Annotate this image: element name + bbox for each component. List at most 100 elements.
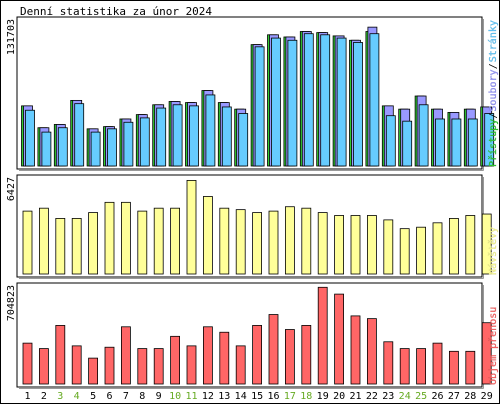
y-max-label: 704823 bbox=[6, 285, 17, 321]
x-tick-label-day-24: 24 bbox=[399, 391, 411, 402]
bar-n-v-t-vy-day-12 bbox=[202, 196, 213, 275]
bar-str-nky-day-13 bbox=[221, 106, 232, 167]
bar-objem-p-enosu-day-17 bbox=[284, 329, 295, 385]
bar-objem-p-enosu-day-21 bbox=[350, 315, 361, 385]
bar-n-v-t-vy-day-29 bbox=[481, 213, 492, 275]
bar-str-nky-day-25 bbox=[418, 104, 429, 167]
bar-n-v-t-vy-day-4 bbox=[71, 218, 82, 275]
x-tick-label-day-6: 6 bbox=[106, 391, 112, 402]
x-tick-label-day-3: 3 bbox=[57, 391, 63, 402]
bar-n-v-t-vy-day-2 bbox=[39, 207, 49, 275]
bar-str-nky-day-10 bbox=[172, 104, 183, 167]
x-tick-label-day-12: 12 bbox=[202, 391, 214, 402]
bar-str-nky-day-7 bbox=[123, 121, 134, 167]
bar-str-nky-day-27 bbox=[451, 118, 462, 167]
bar-n-v-t-vy-day-23 bbox=[383, 219, 394, 275]
x-tick-label-day-25: 25 bbox=[415, 391, 427, 402]
bar-objem-p-enosu-day-28 bbox=[465, 350, 476, 385]
x-tick-label-day-5: 5 bbox=[90, 391, 96, 402]
x-tick-label-day-1: 1 bbox=[24, 391, 30, 402]
bar-objem-p-enosu-day-18 bbox=[301, 325, 312, 385]
bar-objem-p-enosu-day-12 bbox=[202, 326, 213, 385]
bar-str-nky-day-1 bbox=[25, 109, 35, 167]
bar-objem-p-enosu-day-7 bbox=[121, 326, 131, 385]
bar-objem-p-enosu-day-4 bbox=[71, 345, 82, 385]
bar-str-nky-day-3 bbox=[57, 127, 68, 167]
bar-str-nky-day-2 bbox=[41, 131, 52, 167]
bar-n-v-t-vy-day-22 bbox=[366, 215, 377, 275]
x-tick-label-day-2: 2 bbox=[41, 391, 47, 402]
legend-separator: / bbox=[488, 63, 499, 69]
panels: 131703Přístupy/Soubory/Stránky6427Návště… bbox=[6, 16, 499, 402]
x-tick-label-day-21: 21 bbox=[349, 391, 361, 402]
bar-objem-p-enosu-day-2 bbox=[39, 348, 49, 385]
bar-objem-p-enosu-day-8 bbox=[137, 348, 148, 385]
bar-objem-p-enosu-day-15 bbox=[252, 325, 263, 385]
bar-str-nky-day-21 bbox=[353, 42, 363, 167]
x-tick-label-day-11: 11 bbox=[185, 391, 197, 402]
panel-frame bbox=[16, 282, 483, 388]
bar-objem-p-enosu-day-3 bbox=[55, 325, 66, 385]
bar-n-v-t-vy-day-17 bbox=[284, 206, 295, 275]
x-tick-label-day-15: 15 bbox=[251, 391, 263, 402]
x-tick-label-day-17: 17 bbox=[284, 391, 296, 402]
bar-str-nky-day-15 bbox=[254, 46, 265, 167]
bar-n-v-t-vy-day-5 bbox=[88, 212, 98, 275]
x-tick-label-day-26: 26 bbox=[431, 391, 443, 402]
bar-str-nky-day-17 bbox=[287, 39, 298, 167]
x-tick-label-day-29: 29 bbox=[481, 391, 493, 402]
bar-objem-p-enosu-day-1 bbox=[22, 342, 33, 385]
legend-label-str-nky: Stránky bbox=[487, 20, 499, 62]
bar-str-nky-day-6 bbox=[107, 128, 117, 167]
bar-objem-p-enosu-day-22 bbox=[366, 318, 377, 385]
x-tick-label-day-4: 4 bbox=[74, 391, 80, 402]
legend-label-objem-p-enosu: Objem přenosu bbox=[487, 307, 499, 385]
bar-n-v-t-vy-day-10 bbox=[170, 207, 181, 275]
bar-str-nky-day-26 bbox=[435, 118, 445, 167]
bar-n-v-t-vy-day-27 bbox=[448, 218, 459, 275]
bar-objem-p-enosu-day-16 bbox=[268, 314, 279, 385]
chart-panel-2: 6427 Návštěvy bbox=[6, 174, 499, 279]
bar-n-v-t-vy-day-1 bbox=[22, 210, 33, 275]
x-tick-label-day-10: 10 bbox=[169, 391, 181, 402]
bar-n-v-t-vy-day-11 bbox=[186, 179, 197, 275]
legend-label-soubory: Soubory bbox=[488, 69, 499, 111]
legend-separator: / bbox=[488, 113, 499, 119]
x-tick-label-day-18: 18 bbox=[300, 391, 312, 402]
bar-objem-p-enosu-day-5 bbox=[88, 357, 98, 385]
bar-n-v-t-vy-day-6 bbox=[104, 201, 115, 275]
bar-objem-p-enosu-day-13 bbox=[219, 331, 230, 385]
bar-objem-p-enosu-day-23 bbox=[383, 341, 394, 385]
bar-str-nky-day-20 bbox=[336, 37, 347, 167]
bar-n-v-t-vy-day-7 bbox=[121, 201, 131, 275]
x-tick-label-day-22: 22 bbox=[366, 391, 378, 402]
bar-str-nky-day-18 bbox=[303, 33, 314, 167]
bar-objem-p-enosu-day-24 bbox=[399, 348, 410, 385]
panel-frame bbox=[16, 174, 483, 278]
x-tick-label-day-14: 14 bbox=[235, 391, 247, 402]
bar-objem-p-enosu-day-10 bbox=[170, 335, 181, 385]
bar-str-nky-day-5 bbox=[90, 131, 101, 167]
bar-objem-p-enosu-day-26 bbox=[432, 342, 443, 385]
x-tick-label-day-16: 16 bbox=[267, 391, 279, 402]
bar-str-nky-day-23 bbox=[385, 115, 396, 167]
bar-str-nky-day-14 bbox=[238, 113, 249, 167]
bar-str-nky-day-19 bbox=[320, 34, 331, 167]
bar-objem-p-enosu-day-25 bbox=[416, 348, 427, 385]
bar-objem-p-enosu-day-14 bbox=[235, 345, 246, 385]
bar-n-v-t-vy-day-16 bbox=[268, 210, 279, 275]
bar-str-nky-day-11 bbox=[189, 105, 199, 167]
bar-n-v-t-vy-day-15 bbox=[252, 212, 263, 275]
bar-n-v-t-vy-day-26 bbox=[432, 222, 443, 275]
bar-objem-p-enosu-day-9 bbox=[153, 348, 164, 385]
bar-objem-p-enosu-day-19 bbox=[317, 286, 328, 385]
bar-n-v-t-vy-day-18 bbox=[301, 207, 312, 275]
bar-n-v-t-vy-day-28 bbox=[465, 215, 476, 275]
bar-n-v-t-vy-day-20 bbox=[334, 215, 345, 275]
bar-str-nky-day-12 bbox=[205, 94, 216, 167]
bar-n-v-t-vy-day-9 bbox=[153, 207, 164, 275]
bar-objem-p-enosu-day-27 bbox=[448, 350, 459, 385]
bar-str-nky-day-4 bbox=[74, 103, 85, 167]
